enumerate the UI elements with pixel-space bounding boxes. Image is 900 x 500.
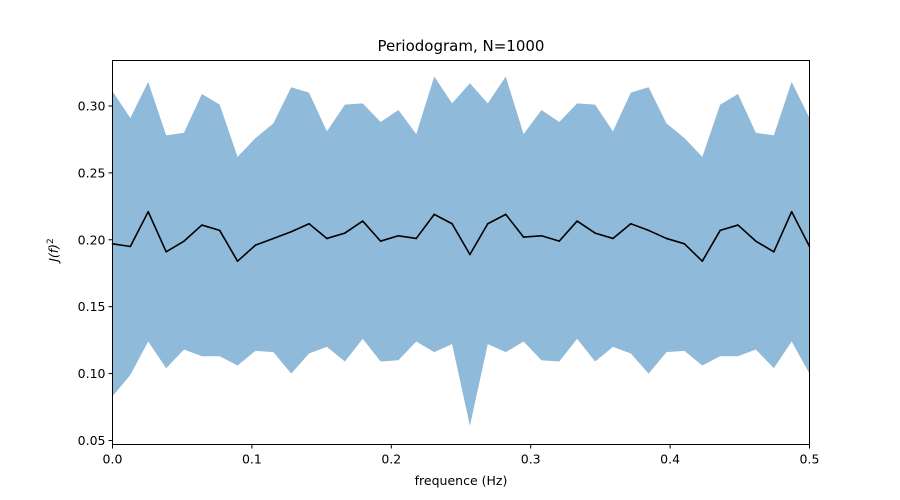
mean-point [540,234,543,237]
mean-point [326,237,328,240]
x-axis-label: frequence (Hz) [415,473,508,488]
mean-point [361,220,364,222]
mean-periodogram-line [112,210,811,263]
mean-point [415,237,418,240]
mean-point [594,232,596,234]
mean-point [719,229,721,232]
x-tick-label: 0.1 [242,452,262,467]
y-axis-label-superscript: 2 [46,238,56,244]
x-tick-label: 0.4 [660,452,680,467]
mean-point [183,240,185,242]
mean-point [344,232,346,234]
mean-point [469,253,471,256]
y-tick-label: 0.20 [78,232,106,247]
y-axis-label-main: J(f) [46,244,61,265]
mean-point [504,213,507,216]
mean-point [737,224,739,226]
mean-point [379,240,382,242]
x-tick-label: 0.5 [800,452,820,467]
mean-point [647,229,650,232]
axes-frame [112,60,810,445]
mean-point [236,260,239,263]
mean-point [165,251,167,253]
mean-point [397,234,400,237]
mean-point [218,229,221,232]
mean-point [683,243,686,245]
mean-point [629,222,632,225]
mean-point [433,213,436,216]
mean-point [558,240,561,242]
mean-point [451,222,453,225]
mean-point [254,244,257,246]
x-tick-label: 0.0 [103,452,123,467]
confidence-band [112,76,810,426]
mean-point [755,240,757,242]
x-tick-label: 0.3 [521,452,541,467]
mean-point [147,210,149,213]
mean-point [272,237,275,240]
x-tick-label: 0.2 [381,452,401,467]
chart-title: Periodogram, N=1000 [378,37,545,55]
y-tick-label: 0.30 [78,98,106,113]
y-tick-label: 0.10 [78,366,106,381]
mean-point [665,237,668,240]
mean-point [486,222,489,225]
mean-point [290,230,293,233]
mean-point [701,260,704,263]
y-tick-label: 0.25 [78,165,106,180]
mean-point [201,224,203,226]
mean-point [790,210,793,213]
mean-point [308,222,310,225]
plot-area [111,76,811,426]
y-axis-ticks: 0.05 0.10 0.15 0.20 0.25 0.30 [78,98,113,448]
mean-point [576,220,578,222]
mean-point [612,237,614,240]
mean-point [522,236,525,238]
y-tick-label: 0.05 [78,433,106,448]
y-axis-label: J(f)2 [46,238,61,265]
mean-point [773,251,775,253]
x-axis-ticks: 0.0 0.1 0.2 0.3 0.4 0.5 [103,444,820,467]
mean-point [129,245,132,248]
y-tick-label: 0.15 [78,299,106,314]
